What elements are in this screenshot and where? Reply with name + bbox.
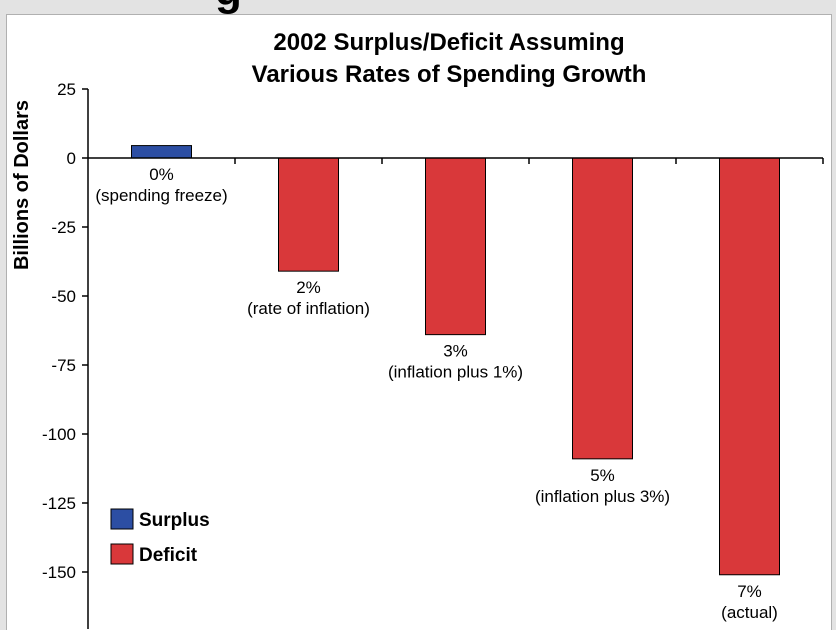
bar-description-label: (inflation plus 3%) <box>535 487 670 506</box>
bar-description-label: (inflation plus 1%) <box>388 363 523 382</box>
chart-panel <box>6 14 832 630</box>
bar-description-label: (spending freeze) <box>95 186 227 205</box>
deficit-bar <box>425 157 486 336</box>
chart-title-line-2: Various Rates of Spending Growth <box>252 61 647 88</box>
y-tick-label: 0 <box>67 149 76 168</box>
deficit-bar <box>719 157 780 576</box>
deficit-bar <box>572 157 633 460</box>
clipped-page-heading: g <box>215 0 242 14</box>
y-axis-label: Billions of Dollars <box>11 100 33 270</box>
legend: Surplus Deficit <box>110 508 210 566</box>
deficit-bar <box>278 157 339 272</box>
y-tick-label: -75 <box>51 356 76 375</box>
category-labels: 0% (spending freeze) 2% (rate of inflation)… <box>95 165 778 622</box>
chart-title-line-1: 2002 Surplus/Deficit Assuming <box>273 29 624 56</box>
y-tick-label: -125 <box>42 494 76 513</box>
legend-swatch-surplus <box>110 508 134 530</box>
y-tick-label: -50 <box>51 287 76 306</box>
bar-rate-label: 7% <box>737 582 762 601</box>
y-tick-label: -150 <box>42 563 76 582</box>
legend-label-surplus: Surplus <box>139 510 210 531</box>
bar-rate-label: 2% <box>296 278 321 297</box>
bar-description-label: (rate of inflation) <box>247 299 370 318</box>
y-tick-label: 25 <box>57 80 76 99</box>
bar-description-label: (actual) <box>721 603 778 622</box>
legend-swatch-deficit <box>110 543 134 565</box>
bars <box>131 145 780 576</box>
surplus-bar <box>131 145 192 159</box>
top-strip: g <box>0 0 836 14</box>
y-tick-label: -25 <box>51 218 76 237</box>
legend-label-deficit: Deficit <box>139 545 198 566</box>
bar-rate-label: 3% <box>443 342 468 361</box>
y-tick-label: -100 <box>42 425 76 444</box>
bar-rate-label: 5% <box>590 466 615 485</box>
y-axis-ticks: 25 0 -25 -50 -75 -100 -125 -150 <box>42 80 824 582</box>
bar-rate-label: 0% <box>149 165 174 184</box>
